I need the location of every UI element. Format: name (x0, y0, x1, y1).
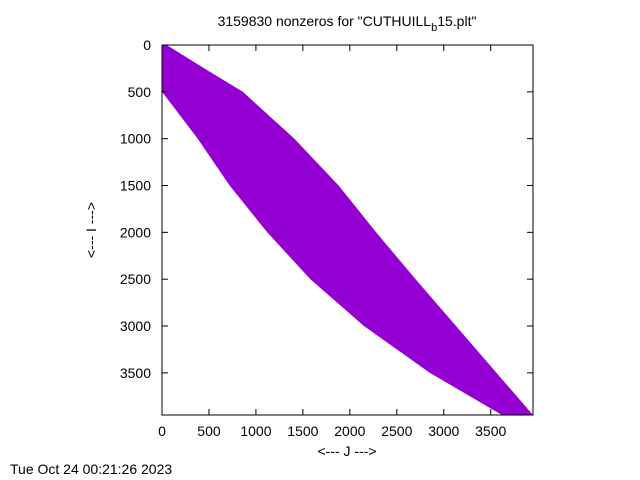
y-axis-ticks: 0 500 1000 1500 2000 2500 3000 3500 (120, 37, 533, 381)
y-tick-label: 3000 (120, 318, 151, 334)
y-axis-label: <--- I ---> (83, 202, 99, 258)
chart-title-tail: 15.plt" (437, 13, 476, 29)
chart-title-main: 3159830 nonzeros for "CUTHUILL (218, 13, 432, 29)
y-tick-label: 500 (128, 84, 152, 100)
x-tick-label: 3000 (428, 423, 459, 439)
y-tick-label: 3500 (120, 365, 151, 381)
x-axis-ticks: 0 500 1000 1500 2000 2500 3000 3500 (158, 45, 507, 439)
y-tick-label: 1000 (120, 131, 151, 147)
nonzero-band-area (162, 45, 533, 415)
plot-frame (161, 44, 534, 416)
y-tick-label: 2000 (120, 224, 151, 240)
x-tick-label: 1500 (287, 423, 318, 439)
y-tick-label: 2500 (120, 271, 151, 287)
chart-title: 3159830 nonzeros for "CUTHUILLb15.plt" (218, 13, 477, 34)
x-tick-label: 500 (197, 423, 221, 439)
y-tick-label: 1500 (120, 178, 151, 194)
x-tick-label: 0 (158, 423, 166, 439)
x-tick-label: 1000 (240, 423, 271, 439)
nonzero-band (162, 45, 533, 415)
y-tick-label: 0 (143, 37, 151, 53)
x-tick-label: 3500 (475, 423, 506, 439)
chart-title-subscript: b (431, 22, 437, 34)
timestamp: Tue Oct 24 00:21:26 2023 (10, 461, 173, 477)
x-axis-label: <--- J ---> (317, 443, 376, 459)
x-tick-label: 2500 (381, 423, 412, 439)
x-tick-label: 2000 (334, 423, 365, 439)
